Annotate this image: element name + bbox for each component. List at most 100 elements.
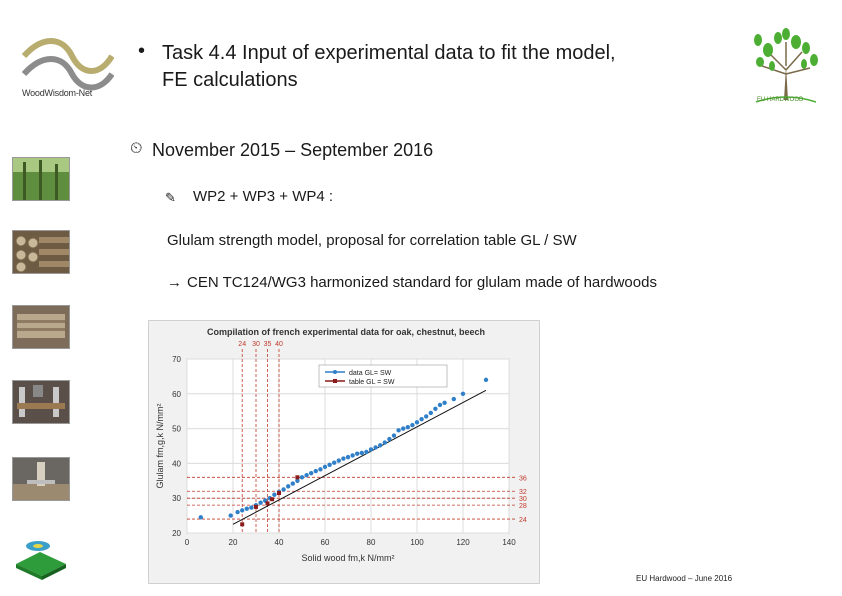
vertical-reference-label: 24	[238, 341, 246, 348]
horizontal-reference-label: 30	[519, 496, 527, 503]
test-rig-photo	[12, 380, 70, 424]
data-point	[309, 470, 314, 476]
data-point	[483, 377, 489, 383]
data-point	[410, 422, 415, 428]
horizontal-reference-label: 28	[519, 503, 527, 510]
x-tick-label: 20	[229, 538, 238, 547]
title-bullet: •	[138, 40, 146, 62]
legend-label-data: data GL= SW	[349, 370, 392, 377]
chart-title: Compilation of french experimental data …	[207, 327, 485, 337]
x-tick-label: 140	[502, 538, 516, 547]
data-point	[442, 400, 447, 406]
horizontal-reference-label: 24	[519, 517, 527, 524]
data-point	[313, 468, 318, 474]
data-point	[322, 464, 328, 470]
cen-line: CEN TC124/WG3 harmonized standard for gl…	[187, 274, 657, 291]
table-point	[277, 490, 281, 495]
data-point	[350, 453, 355, 458]
data-point	[414, 420, 420, 425]
legend-label-table: table GL = SW	[349, 379, 395, 386]
data-point	[460, 391, 466, 396]
logo-left-text: WoodWisdom-Net	[22, 88, 93, 98]
data-point	[401, 426, 406, 431]
forest-photo	[12, 157, 70, 201]
y-axis-label: Glulam fm,g,k N/mm²	[155, 403, 165, 488]
data-point	[240, 508, 245, 513]
legend-marker-table	[333, 379, 337, 383]
data-point	[272, 492, 277, 497]
data-point	[382, 440, 387, 445]
data-point	[304, 473, 309, 478]
data-point	[290, 481, 295, 486]
data-point	[391, 433, 397, 438]
title-line-1: Task 4.4 Input of experimental data to f…	[162, 42, 616, 64]
x-tick-label: 40	[275, 538, 284, 547]
horizontal-reference-label: 36	[519, 475, 527, 482]
x-tick-label: 100	[410, 538, 424, 547]
table-point	[254, 504, 258, 509]
x-tick-label: 0	[185, 538, 190, 547]
data-point	[235, 509, 240, 515]
x-axis-label: Solid wood fm,k N/mm²	[301, 553, 394, 563]
vertical-reference-label: 35	[264, 341, 272, 348]
x-tick-label: 80	[367, 538, 376, 547]
data-point	[299, 475, 305, 480]
table-point	[295, 475, 300, 480]
x-tick-label: 120	[456, 538, 470, 547]
data-point	[373, 445, 378, 450]
chart-container: 0 20 40 60 80 100 120 140 20 30 40 50 60 70 24 30 35 40 36…	[148, 320, 540, 584]
data-point	[286, 484, 291, 489]
y-tick-label: 20	[172, 529, 181, 538]
fe-model-image	[16, 541, 66, 580]
title-line-2: FE calculations	[162, 69, 298, 91]
logo-right-text: EU HARDWOOD	[757, 97, 804, 103]
data-point	[378, 443, 383, 448]
pen-icon: ✎	[165, 190, 176, 205]
data-point	[318, 467, 323, 472]
data-point	[359, 450, 364, 456]
x-tick-label: 60	[321, 538, 330, 547]
y-tick-label: 30	[172, 494, 181, 503]
table-point	[265, 501, 270, 506]
horizontal-reference-label: 32	[519, 489, 527, 496]
data-point	[424, 414, 429, 419]
data-point	[249, 505, 254, 510]
data-point	[345, 454, 351, 460]
clock-icon: ⏲	[130, 140, 143, 157]
data-point	[336, 458, 341, 463]
table-point	[240, 522, 245, 527]
data-point	[295, 478, 300, 483]
slide-title: Task 4.4 Input of experimental data to f…	[162, 40, 762, 94]
vertical-reference-label: 30	[252, 341, 260, 348]
data-point	[451, 396, 456, 402]
data-point	[419, 417, 424, 422]
fit-line	[232, 389, 487, 525]
data-point	[437, 402, 443, 408]
data-point	[198, 515, 203, 520]
data-point	[355, 451, 360, 456]
footer-text: EU Hardwood – June 2016	[636, 574, 733, 583]
y-tick-label: 50	[172, 425, 181, 434]
data-point	[281, 487, 286, 492]
data-point	[428, 410, 433, 416]
date-line: November 2015 – September 2016	[152, 140, 434, 160]
legend-box	[318, 364, 448, 388]
wood-beam-photo	[12, 305, 70, 349]
arrow-icon: →	[167, 274, 182, 291]
logs-photo	[12, 230, 70, 274]
data-point	[228, 513, 233, 518]
woodwisdom-logo	[22, 38, 114, 91]
column-test-photo	[12, 457, 70, 501]
y-tick-label: 60	[172, 390, 181, 399]
data-point	[327, 462, 332, 467]
table-point	[270, 497, 275, 502]
eu-hardwood-tree-logo	[754, 28, 818, 103]
wp-line: WP2 + WP3 + WP4 :	[193, 188, 334, 205]
y-tick-label: 70	[172, 355, 181, 364]
data-point	[258, 500, 263, 505]
data-point	[405, 425, 410, 430]
data-point	[433, 406, 438, 411]
data-point	[368, 447, 374, 452]
data-point	[341, 456, 346, 461]
